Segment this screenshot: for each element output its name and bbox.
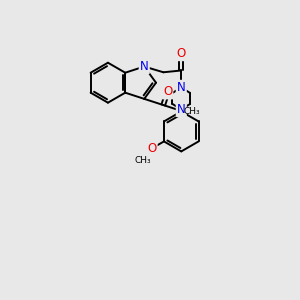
Text: O: O [177, 47, 186, 60]
Text: N: N [140, 60, 148, 73]
Text: N: N [177, 81, 186, 94]
Text: N: N [177, 103, 186, 116]
Text: CH₃: CH₃ [134, 156, 151, 165]
Text: O: O [147, 142, 157, 155]
Text: CH₃: CH₃ [183, 107, 200, 116]
Text: O: O [163, 85, 172, 98]
